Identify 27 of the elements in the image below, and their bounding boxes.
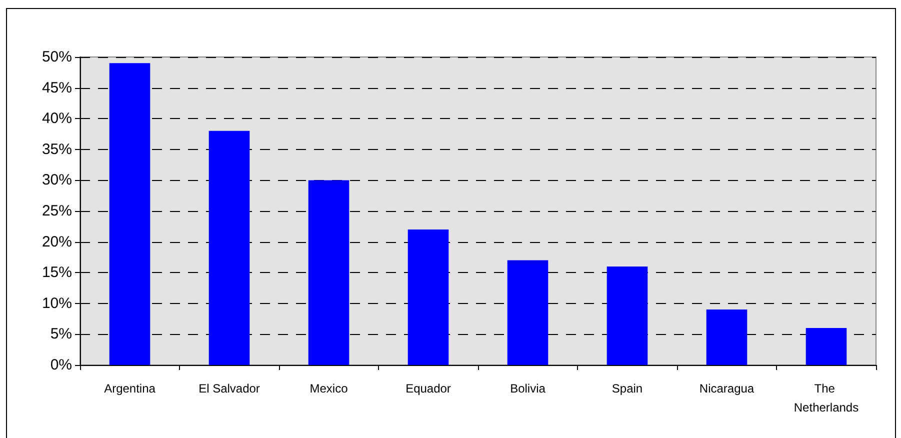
bar xyxy=(806,328,847,365)
x-tick-label: Mexico xyxy=(310,382,348,396)
y-tick-label: 0% xyxy=(50,356,72,374)
bar xyxy=(109,63,150,365)
x-tick-label: Equador xyxy=(406,382,451,396)
bar xyxy=(606,266,648,365)
x-tick-label: Nicaragua xyxy=(699,382,754,396)
y-tick-label: 45% xyxy=(42,79,72,96)
y-tick-label: 50% xyxy=(42,48,72,66)
y-tick-label: 40% xyxy=(42,110,72,128)
bar xyxy=(308,180,350,365)
y-tick-label: 15% xyxy=(42,264,72,282)
x-tick-label: Argentina xyxy=(104,382,156,396)
bar xyxy=(706,310,748,365)
bar xyxy=(507,260,548,365)
y-tick-label: 25% xyxy=(42,202,72,220)
y-tick-label: 30% xyxy=(42,172,72,189)
y-tick-label: 20% xyxy=(42,233,72,250)
x-tick-label: Spain xyxy=(612,382,643,396)
y-tick-label: 5% xyxy=(50,326,72,343)
x-tick-label: The Netherlands xyxy=(794,382,859,414)
y-tick-label: 10% xyxy=(42,294,72,312)
bar xyxy=(208,130,250,365)
y-tick-label: 35% xyxy=(42,140,72,158)
bar xyxy=(408,229,449,365)
x-tick-label: El Salvador xyxy=(198,382,260,396)
x-tick-label: Bolivia xyxy=(510,382,546,396)
